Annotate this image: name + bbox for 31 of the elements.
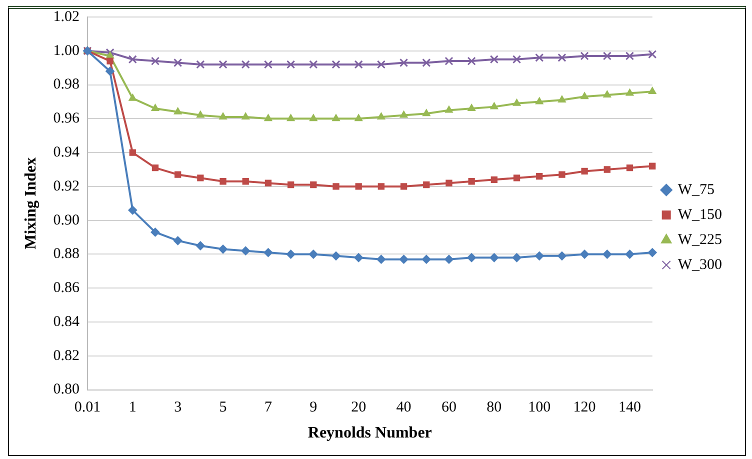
y-tick-label: 0.86 <box>53 280 80 296</box>
x-tick-label: 80 <box>486 400 502 416</box>
y-tick-label: 0.82 <box>53 348 80 364</box>
y-tick-label: 0.90 <box>53 212 80 228</box>
legend-label: W_150 <box>678 206 722 223</box>
x-tick-label: 20 <box>351 400 366 416</box>
y-tick-label: 0.98 <box>53 76 80 93</box>
x-tick-label: 7 <box>264 400 272 416</box>
x-tick-label: 1 <box>128 400 136 416</box>
y-tick-label: 0.94 <box>53 144 80 160</box>
y-tick-label: 0.96 <box>53 110 80 127</box>
legend-label: W_300 <box>678 256 722 273</box>
x-tick-label: 9 <box>310 400 318 416</box>
x-tick-label: 140 <box>618 400 641 416</box>
x-tick-label: 40 <box>396 400 412 416</box>
x-tick-label: 120 <box>573 400 596 416</box>
y-tick-label: 1.02 <box>53 8 80 25</box>
x-tick-label: 100 <box>528 400 551 416</box>
y-tick-label: 0.80 <box>53 382 80 398</box>
y-tick-label: 0.88 <box>53 246 80 262</box>
x-tick-label: 3 <box>174 400 182 416</box>
y-tick-label: 0.92 <box>53 178 80 194</box>
x-tick-label: 0.01 <box>74 400 101 416</box>
y-tick-label: 1.00 <box>53 42 80 59</box>
x-axis-title: Reynolds Number <box>308 424 432 442</box>
legend-label: W_225 <box>678 232 722 248</box>
x-tick-label: 60 <box>441 400 456 416</box>
legend-label: W_75 <box>678 182 715 198</box>
x-tick-label: 5 <box>219 400 227 416</box>
y-tick-label: 0.84 <box>53 314 80 330</box>
y-axis-title: Mixing Index <box>22 157 40 250</box>
